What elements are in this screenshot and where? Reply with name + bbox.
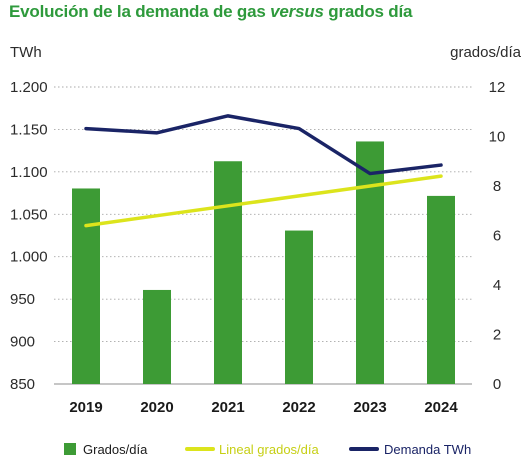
left-tick-label: 1.150 xyxy=(10,121,48,138)
left-axis-label: TWh xyxy=(10,44,42,61)
legend-label-grados: Grados/día xyxy=(83,442,148,457)
left-tick-label: 950 xyxy=(10,291,35,308)
right-axis-ticks: 0 2 4 6 8 10 12 xyxy=(489,79,506,393)
legend: Grados/día Lineal grados/día Demanda TWh xyxy=(64,442,471,457)
left-tick-label: 1.100 xyxy=(10,164,48,181)
trend-line xyxy=(84,174,443,228)
gridlines xyxy=(54,86,472,385)
right-tick-label: 8 xyxy=(493,178,501,195)
right-tick-label: 10 xyxy=(489,129,506,146)
bar-2021 xyxy=(214,161,242,384)
demand-line xyxy=(84,114,443,176)
bar-2023 xyxy=(356,141,384,384)
x-tick-label: 2019 xyxy=(69,399,102,416)
right-tick-label: 2 xyxy=(493,327,501,344)
right-tick-label: 6 xyxy=(493,228,501,245)
x-tick-label: 2022 xyxy=(282,399,315,416)
right-tick-label: 4 xyxy=(493,277,501,294)
bar-2019 xyxy=(72,188,100,384)
x-tick-label: 2021 xyxy=(211,399,244,416)
lines-group xyxy=(84,114,443,228)
left-tick-label: 850 xyxy=(10,376,35,393)
x-tick-label: 2023 xyxy=(353,399,386,416)
legend-label-demanda: Demanda TWh xyxy=(384,442,471,457)
right-tick-label: 0 xyxy=(493,376,501,393)
bar-2022 xyxy=(285,230,313,384)
left-axis-ticks: 850 900 950 1.000 1.050 1.100 1.150 1.200 xyxy=(10,79,48,393)
left-tick-label: 900 xyxy=(10,334,35,351)
x-tick-label: 2020 xyxy=(140,399,173,416)
bars-group xyxy=(72,141,455,384)
title-part-italic: versus xyxy=(270,2,324,21)
chart-title: Evolución de la demanda de gas versus gr… xyxy=(9,2,412,22)
left-tick-label: 1.200 xyxy=(10,79,48,96)
bar-2020 xyxy=(143,289,171,384)
right-tick-label: 12 xyxy=(489,79,506,96)
title-part-3: grados día xyxy=(323,2,413,21)
legend-label-lineal: Lineal grados/día xyxy=(219,442,320,457)
x-tick-label: 2024 xyxy=(424,399,458,416)
bar-2024 xyxy=(427,195,455,384)
left-tick-label: 1.050 xyxy=(10,206,48,223)
legend-swatch-grados xyxy=(64,443,76,455)
left-tick-label: 1.000 xyxy=(10,249,48,266)
title-part-1: Evolución de la demanda de gas xyxy=(9,2,271,21)
right-axis-label: grados/día xyxy=(450,44,522,61)
x-axis-ticks: 2019 2020 2021 2022 2023 2024 xyxy=(69,399,458,416)
